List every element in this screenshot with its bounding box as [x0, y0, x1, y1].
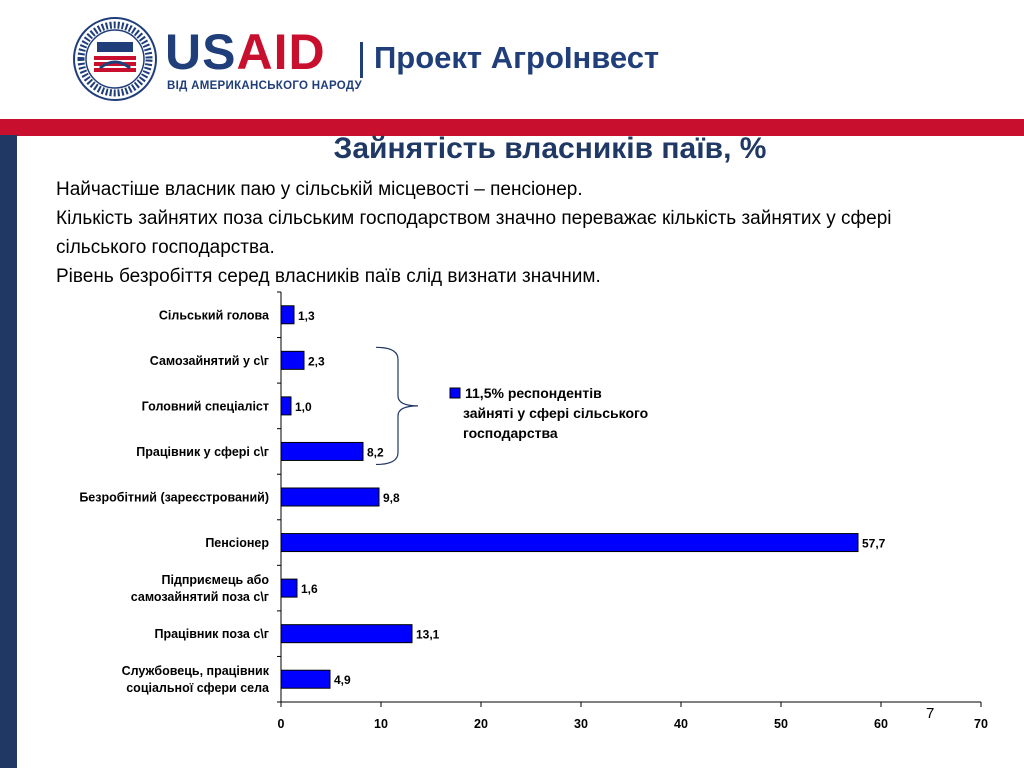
bar — [280, 305, 295, 325]
x-tick-label: 70 — [974, 717, 988, 731]
usaid-seal-icon — [73, 17, 157, 101]
category-label: Працівник поза с\г — [154, 627, 269, 641]
category-label: Сільський голова — [159, 308, 270, 322]
bar — [280, 441, 364, 461]
bar — [280, 533, 859, 553]
category-label: соціальної сфери села — [126, 681, 270, 695]
x-tick-label: 10 — [374, 717, 388, 731]
x-tick-label: 0 — [278, 717, 285, 731]
bar-value-label: 1,0 — [295, 400, 312, 414]
x-tick-label: 40 — [674, 717, 688, 731]
bar-value-label: 57,7 — [862, 537, 886, 551]
bar — [280, 624, 413, 644]
project-name: Проект АгроІнвест — [374, 40, 660, 75]
bar — [280, 669, 331, 689]
annotation-text: зайняті у сфері сільського — [463, 405, 648, 421]
category-label: Працівник у сфері с\г — [136, 445, 269, 459]
bar-value-label: 1,3 — [298, 309, 315, 323]
bar-value-label: 1,6 — [301, 582, 318, 596]
bar — [280, 396, 292, 416]
bracket — [375, 346, 419, 466]
slide-body: Найчастіше власник паю у сільській місце… — [56, 175, 986, 291]
bar-value-label: 2,3 — [308, 354, 325, 368]
paragraph-3: Рівень безробіття серед власників паїв с… — [56, 266, 601, 287]
category-label: Самозайнятий у с\г — [150, 354, 269, 368]
left-accent-bar — [0, 135, 17, 768]
category-label: Головний спеціаліст — [142, 399, 269, 413]
bar-value-label: 4,9 — [334, 673, 351, 687]
employment-bar-chart: 1,3 Сільський голова 2,3 Самозайнятий у с\г… — [79, 291, 988, 731]
bar — [280, 578, 298, 598]
bar-value-label: 8,2 — [367, 445, 384, 459]
category-label: Безробітний (зареєстрований) — [79, 491, 269, 505]
x-tick-label: 20 — [474, 717, 488, 731]
annotation-text: 11,5% респондентів — [465, 385, 602, 401]
usaid-wordmark: USAID — [165, 24, 326, 80]
paragraph-2: Кількість зайнятих поза сільським господ… — [56, 208, 892, 258]
bar — [280, 487, 380, 507]
bar — [280, 350, 305, 370]
category-label: Пенсіонер — [205, 536, 269, 550]
category-label: Підприємець або — [161, 573, 269, 587]
category-label: Службовець, працівник — [122, 664, 270, 678]
x-tick-label: 50 — [774, 717, 788, 731]
category-label: самозайнятий поза с\г — [131, 590, 269, 604]
annotation-text: господарства — [463, 425, 558, 441]
bar-value-label: 9,8 — [383, 491, 400, 505]
x-tick-label: 60 — [874, 717, 888, 731]
red-band — [0, 119, 1024, 136]
annotation-legend-marker — [449, 387, 461, 399]
slide-title: Зайнятість власників паїв, % — [333, 132, 767, 165]
header-divider — [360, 42, 363, 78]
usaid-subtitle: ВІД АМЕРИКАНСЬКОГО НАРОДУ — [167, 80, 362, 92]
x-tick-label: 30 — [574, 717, 588, 731]
bar-value-label: 13,1 — [416, 628, 440, 642]
paragraph-1: Найчастіше власник паю у сільській місце… — [56, 179, 583, 200]
page-number: 7 — [926, 705, 935, 722]
header: USAID ВІД АМЕРИКАНСЬКОГО НАРОДУ Проект А… — [0, 0, 1024, 119]
